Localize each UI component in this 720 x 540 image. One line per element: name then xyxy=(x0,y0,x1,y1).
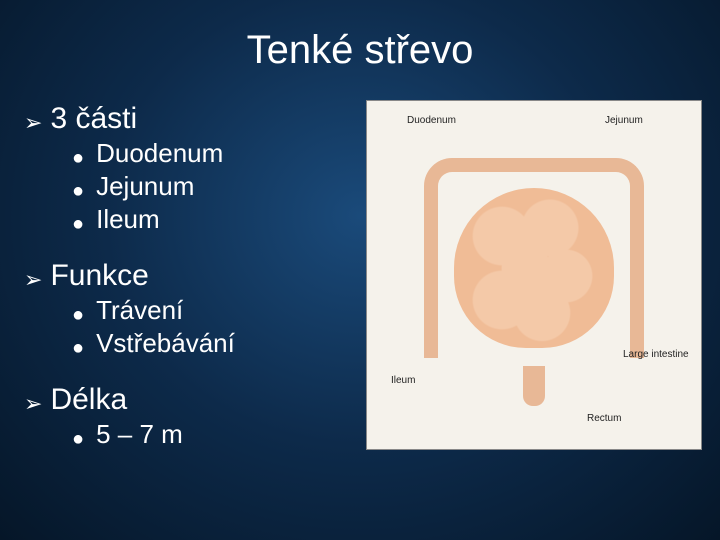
figure-label: Large intestine xyxy=(623,349,689,360)
rectum-shape xyxy=(523,366,545,406)
list-item: ● Trávení xyxy=(72,295,364,326)
bullet-icon: ● xyxy=(72,429,84,449)
figure-label: Jejunum xyxy=(605,115,643,126)
bullet-icon: ● xyxy=(72,338,84,358)
chevron-icon: ➢ xyxy=(24,393,42,415)
list-item: ● Jejunum xyxy=(72,171,364,202)
bullet-icon: ● xyxy=(72,148,84,168)
section-heading: ➢ 3 části xyxy=(24,102,364,136)
bullet-content: ➢ 3 části ● Duodenum ● Jejunum ● Ileum ➢… xyxy=(24,96,364,450)
item-text: Trávení xyxy=(96,295,183,326)
list-item: ● Vstřebávání xyxy=(72,328,364,359)
anatomy-figure: Duodenum Jejunum Ileum Large intestine Rectu… xyxy=(366,100,702,450)
section-heading: ➢ Funkce xyxy=(24,259,364,293)
item-text: Duodenum xyxy=(96,138,223,169)
small-intestine-shape xyxy=(454,188,614,348)
heading-text: Délka xyxy=(50,383,127,417)
figure-label: Duodenum xyxy=(407,115,456,126)
chevron-icon: ➢ xyxy=(24,269,42,291)
item-text: Vstřebávání xyxy=(96,328,235,359)
heading-text: 3 části xyxy=(50,102,137,136)
list-item: ● 5 – 7 m xyxy=(72,419,364,450)
bullet-icon: ● xyxy=(72,181,84,201)
section-heading: ➢ Délka xyxy=(24,383,364,417)
intestine-illustration xyxy=(414,138,654,398)
item-text: Ileum xyxy=(96,204,160,235)
bullet-icon: ● xyxy=(72,214,84,234)
chevron-icon: ➢ xyxy=(24,112,42,134)
slide-title: Tenké střevo xyxy=(0,28,720,73)
item-text: 5 – 7 m xyxy=(96,419,183,450)
bullet-icon: ● xyxy=(72,305,84,325)
list-item: ● Ileum xyxy=(72,204,364,235)
figure-label: Rectum xyxy=(587,413,621,424)
list-item: ● Duodenum xyxy=(72,138,364,169)
figure-label: Ileum xyxy=(391,375,415,386)
item-text: Jejunum xyxy=(96,171,194,202)
heading-text: Funkce xyxy=(50,259,148,293)
